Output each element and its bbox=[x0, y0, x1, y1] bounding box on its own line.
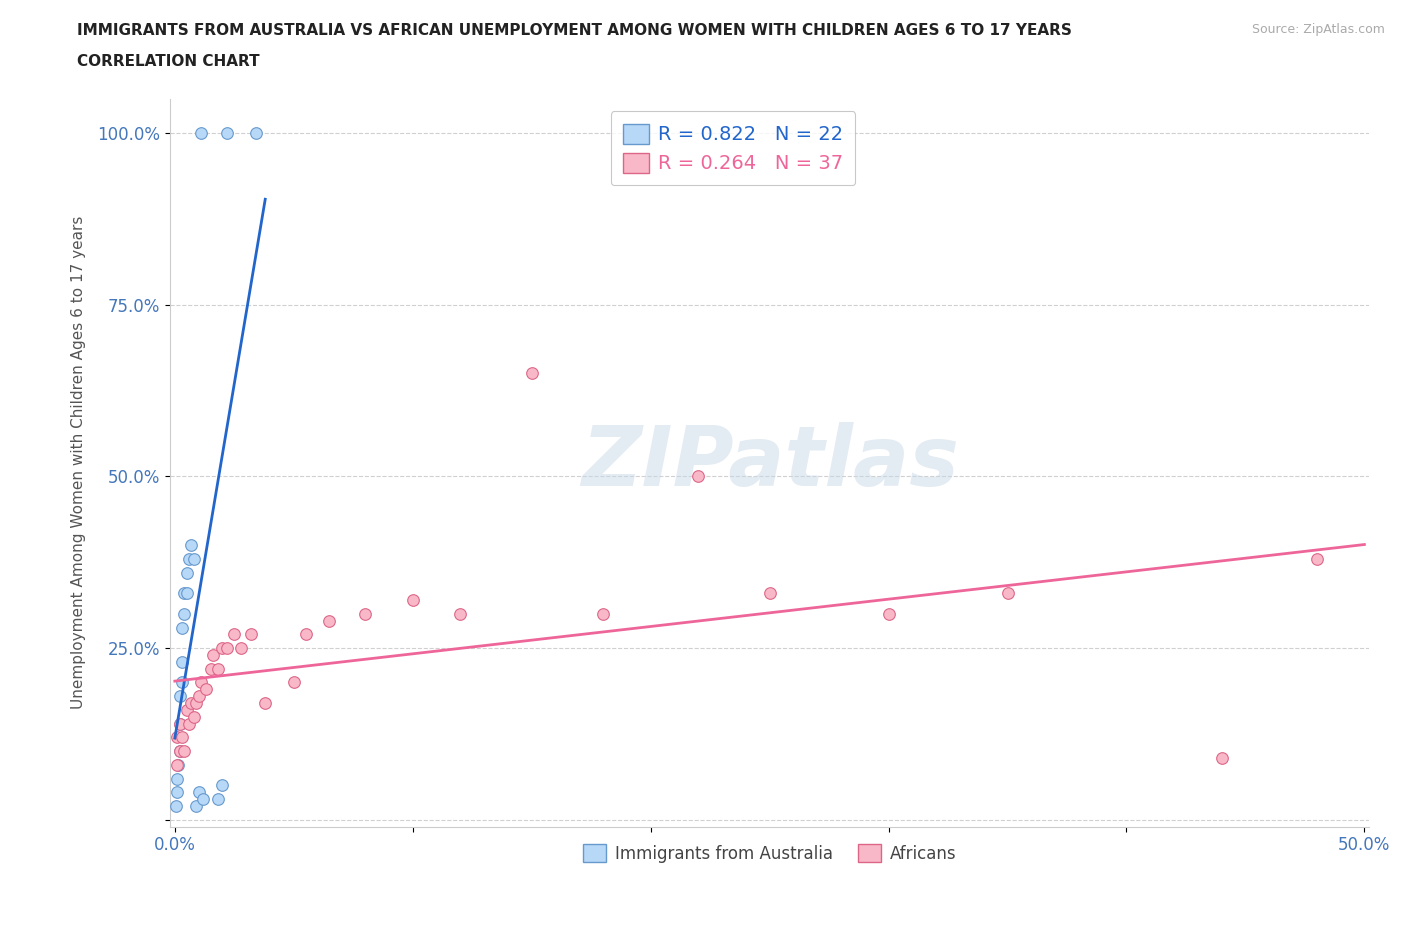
Point bbox=[180, 538, 202, 552]
Point bbox=[186, 799, 208, 814]
Point bbox=[173, 586, 195, 601]
Point bbox=[1306, 551, 1329, 566]
Point bbox=[592, 606, 614, 621]
Point bbox=[201, 647, 224, 662]
Point bbox=[217, 641, 239, 656]
Point bbox=[169, 689, 191, 704]
Point bbox=[190, 126, 212, 140]
Point bbox=[318, 613, 340, 628]
Point bbox=[170, 620, 193, 635]
Point bbox=[170, 730, 193, 745]
Text: IMMIGRANTS FROM AUSTRALIA VS AFRICAN UNEMPLOYMENT AMONG WOMEN WITH CHILDREN AGES: IMMIGRANTS FROM AUSTRALIA VS AFRICAN UNE… bbox=[77, 23, 1073, 38]
Point bbox=[176, 702, 198, 717]
Point bbox=[166, 785, 188, 800]
Point bbox=[165, 799, 187, 814]
Point bbox=[294, 627, 316, 642]
Point bbox=[169, 744, 191, 759]
Point bbox=[194, 682, 217, 697]
Point bbox=[190, 675, 212, 690]
Point bbox=[173, 744, 195, 759]
Point bbox=[283, 675, 305, 690]
Point bbox=[207, 791, 229, 806]
Point bbox=[449, 606, 471, 621]
Point bbox=[187, 689, 209, 704]
Point bbox=[207, 661, 229, 676]
Y-axis label: Unemployment Among Women with Children Ages 6 to 17 years: Unemployment Among Women with Children A… bbox=[72, 216, 86, 710]
Point bbox=[758, 586, 780, 601]
Point bbox=[187, 785, 209, 800]
Point bbox=[183, 710, 205, 724]
Point bbox=[211, 778, 233, 793]
Point bbox=[211, 641, 233, 656]
Point bbox=[231, 641, 253, 656]
Point bbox=[183, 551, 205, 566]
Point bbox=[173, 606, 195, 621]
Point bbox=[177, 716, 200, 731]
Point bbox=[170, 675, 193, 690]
Point bbox=[1211, 751, 1233, 765]
Text: Source: ZipAtlas.com: Source: ZipAtlas.com bbox=[1251, 23, 1385, 36]
Point bbox=[245, 126, 267, 140]
Point bbox=[166, 771, 188, 786]
Point bbox=[169, 716, 191, 731]
Point bbox=[180, 696, 202, 711]
Text: CORRELATION CHART: CORRELATION CHART bbox=[77, 54, 260, 69]
Point bbox=[169, 744, 191, 759]
Text: ZIPatlas: ZIPatlas bbox=[581, 422, 959, 503]
Point bbox=[520, 366, 543, 381]
Point bbox=[239, 627, 262, 642]
Point bbox=[166, 757, 188, 772]
Point bbox=[402, 592, 425, 607]
Point bbox=[354, 606, 377, 621]
Legend: Immigrants from Australia, Africans: Immigrants from Australia, Africans bbox=[576, 837, 963, 870]
Point bbox=[997, 586, 1019, 601]
Point bbox=[217, 126, 239, 140]
Point bbox=[167, 757, 190, 772]
Point bbox=[224, 627, 246, 642]
Point bbox=[177, 551, 200, 566]
Point bbox=[254, 696, 277, 711]
Point bbox=[170, 655, 193, 670]
Point bbox=[193, 791, 215, 806]
Point bbox=[166, 730, 188, 745]
Point bbox=[176, 565, 198, 580]
Point bbox=[176, 586, 198, 601]
Point bbox=[169, 716, 191, 731]
Point bbox=[186, 696, 208, 711]
Point bbox=[688, 469, 710, 484]
Point bbox=[877, 606, 900, 621]
Point bbox=[200, 661, 222, 676]
